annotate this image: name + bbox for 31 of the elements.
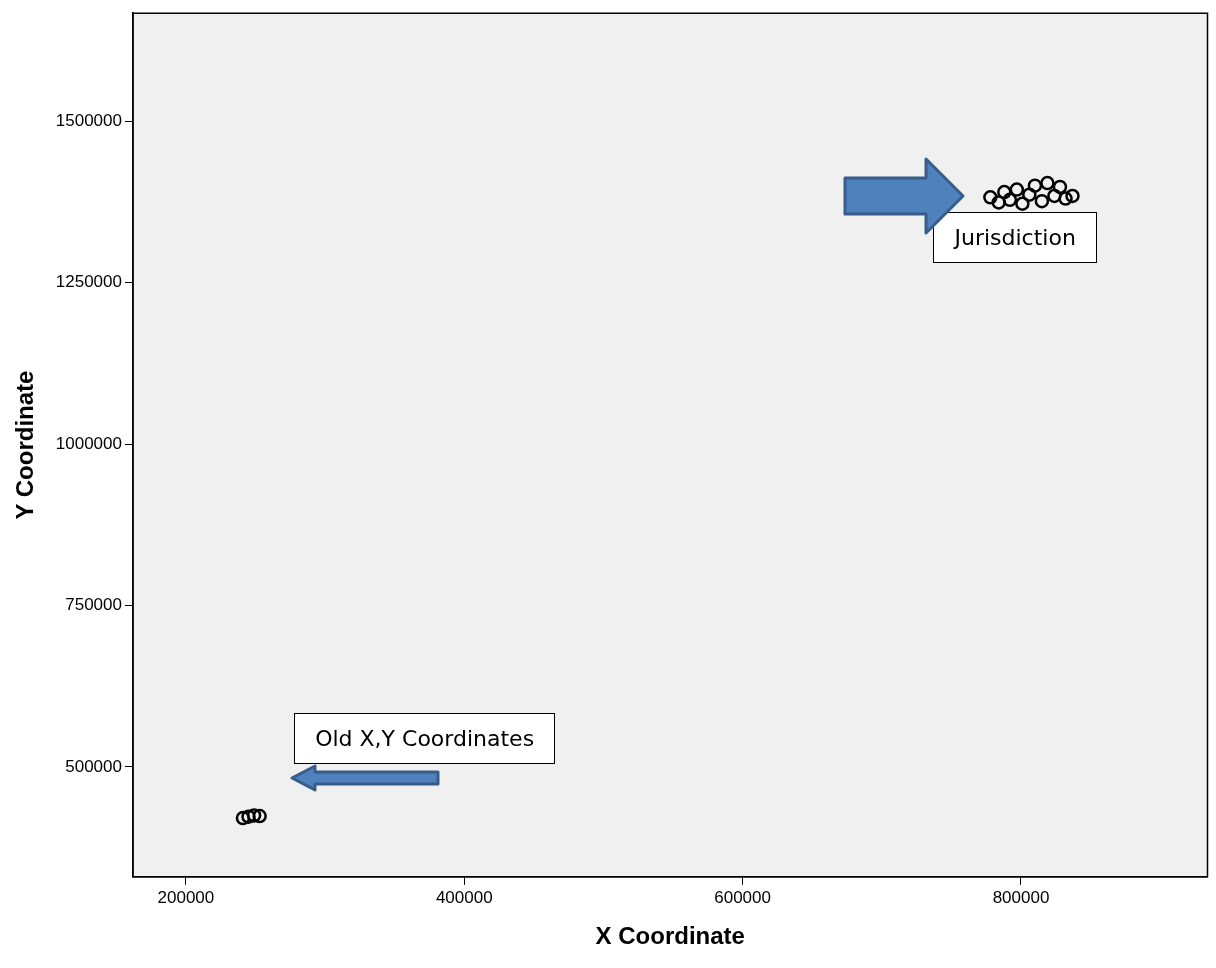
- x-axis-title: X Coordinate: [595, 922, 745, 950]
- point: [246, 808, 262, 823]
- point: [252, 808, 267, 824]
- point: [1002, 192, 1018, 208]
- point: [997, 184, 1012, 200]
- y-tick-label: 500000: [65, 756, 122, 776]
- point: [983, 190, 998, 205]
- y-tick-label: 750000: [65, 595, 122, 615]
- x-tick-label: 600000: [714, 887, 771, 907]
- annotation: Old X,Y Coordinates: [294, 712, 556, 764]
- annotation: Jurisdiction: [933, 211, 1097, 263]
- point: [1065, 188, 1080, 204]
- point: [1009, 182, 1025, 197]
- y-tick-label: 1250000: [55, 272, 122, 292]
- point: [1034, 193, 1050, 209]
- point: [1047, 188, 1062, 204]
- point: [241, 809, 256, 824]
- y-axis-title: Y Coordinate: [11, 370, 39, 520]
- point: [1027, 178, 1043, 193]
- point: [1022, 187, 1037, 202]
- x-tick-label: 400000: [435, 887, 493, 907]
- x-tick-label: 200000: [157, 887, 215, 907]
- point: [1040, 175, 1055, 191]
- y-tick-label: 1500000: [55, 110, 122, 130]
- x-tick-label: 800000: [992, 887, 1050, 907]
- point: [991, 195, 1006, 210]
- point: [235, 810, 251, 826]
- point: [1052, 179, 1068, 195]
- point: [1015, 196, 1030, 211]
- y-tick-label: 1000000: [55, 433, 122, 453]
- point: [1058, 191, 1073, 206]
